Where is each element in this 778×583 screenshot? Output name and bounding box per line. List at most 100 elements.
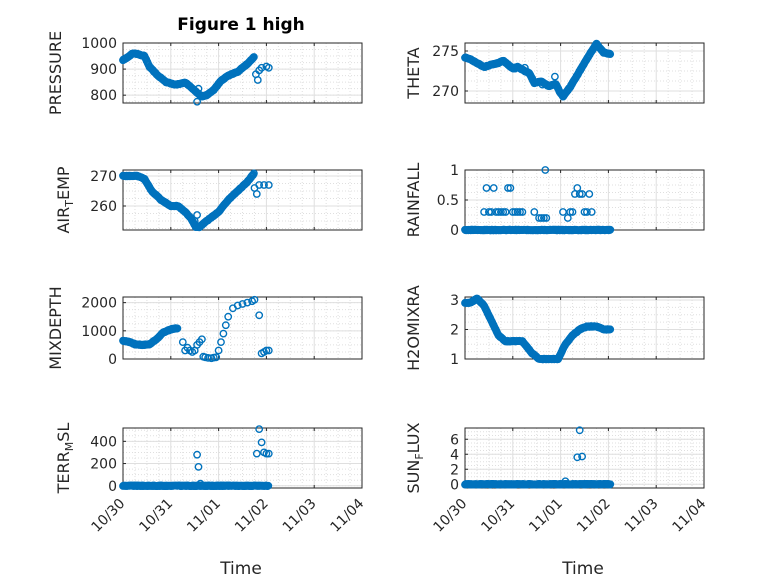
figure-title: Figure 1 high bbox=[177, 15, 305, 35]
data-point bbox=[535, 214, 543, 222]
y-tick-label: 200 bbox=[90, 457, 117, 473]
data-point bbox=[530, 208, 539, 216]
subplot-pressure: 800 900 1000 PRESSURE bbox=[46, 31, 363, 115]
y-tick-label: 1000 bbox=[81, 324, 117, 340]
data-point bbox=[540, 214, 548, 222]
y-tick-label: 1000 bbox=[81, 36, 117, 52]
axes-box bbox=[122, 169, 363, 231]
subplot-rainfall: 0 0.5 1 RAINFALL bbox=[404, 163, 705, 239]
x-tick-label: 11/02 bbox=[574, 496, 614, 536]
y-tick-label: 2000 bbox=[81, 296, 117, 312]
y-axis-label: THETA bbox=[404, 47, 423, 99]
data-markers bbox=[461, 166, 615, 235]
x-tick-label: 10/31 bbox=[478, 496, 518, 536]
y-tick-label: 0 bbox=[108, 479, 117, 495]
data-point bbox=[492, 208, 500, 216]
data-point bbox=[221, 321, 230, 330]
y-tick-label: 0 bbox=[450, 477, 459, 493]
data-point bbox=[252, 190, 261, 198]
data-point bbox=[489, 184, 498, 192]
data-point bbox=[551, 72, 559, 81]
x-tick-label: 11/04 bbox=[328, 496, 368, 536]
subplot-theta: 270 275 THETA bbox=[404, 39, 705, 104]
y-axis-label: TERRMSL bbox=[54, 423, 76, 495]
data-point bbox=[568, 208, 577, 216]
data-point bbox=[523, 67, 531, 76]
data-point bbox=[178, 338, 187, 346]
data-point bbox=[255, 311, 264, 320]
minor-grid bbox=[123, 297, 362, 360]
data-point bbox=[264, 481, 273, 490]
y-tick-label: 1 bbox=[450, 163, 459, 179]
data-point bbox=[501, 208, 510, 216]
y-tick-label: 270 bbox=[432, 84, 459, 100]
y-tick-label: 3 bbox=[450, 293, 459, 309]
subplot-h2omixra: 1 2 3 H2OMIXRA bbox=[404, 285, 705, 371]
data-point bbox=[264, 346, 273, 355]
axes-box bbox=[464, 42, 705, 104]
x-tick-label: 11/03 bbox=[622, 496, 662, 536]
minor-grid bbox=[123, 428, 362, 488]
data-point bbox=[580, 208, 589, 216]
data-point bbox=[578, 452, 586, 461]
data-point bbox=[606, 225, 615, 234]
x-tick-label: 11/04 bbox=[670, 496, 710, 536]
data-point bbox=[566, 208, 575, 216]
y-tick-label: 2 bbox=[450, 322, 459, 338]
x-tick-label: 11/01 bbox=[184, 496, 224, 536]
data-point bbox=[516, 208, 524, 216]
data-point bbox=[257, 438, 266, 447]
subplot-mixdepth: 0 1000 2000 MIXDEPTH bbox=[46, 286, 363, 370]
data-point bbox=[219, 329, 228, 338]
data-point bbox=[193, 97, 202, 106]
data-point bbox=[496, 208, 505, 216]
data-point bbox=[480, 208, 488, 216]
y-axis-label: AIRTEMP bbox=[54, 166, 76, 233]
data-point bbox=[257, 63, 266, 72]
data-point bbox=[264, 63, 273, 72]
y-axis-label: SUNFLUX bbox=[404, 422, 426, 493]
data-point bbox=[575, 426, 584, 435]
subplot-air: 260 270 AIRTEMP bbox=[54, 166, 363, 234]
x-tick-label: 10/30 bbox=[431, 496, 471, 536]
x-tick-label: 11/01 bbox=[526, 496, 566, 536]
y-tick-label: 275 bbox=[432, 44, 459, 60]
data-point bbox=[506, 184, 515, 192]
data-point bbox=[561, 477, 570, 486]
data-markers bbox=[119, 169, 273, 232]
y-tick-label: 0 bbox=[108, 352, 117, 368]
data-point bbox=[518, 208, 527, 216]
data-point bbox=[214, 346, 223, 355]
data-point bbox=[606, 50, 615, 58]
data-markers bbox=[119, 295, 273, 363]
data-markers bbox=[119, 425, 273, 490]
axes-box bbox=[464, 296, 705, 360]
data-markers bbox=[461, 426, 615, 489]
y-axis-label: RAINFALL bbox=[404, 163, 423, 238]
y-tick-label: 0.5 bbox=[437, 193, 459, 209]
data-point bbox=[212, 353, 221, 362]
data-point bbox=[197, 335, 206, 344]
data-point bbox=[585, 190, 594, 198]
data-point bbox=[499, 208, 508, 216]
y-axis-label: H2OMIXRA bbox=[404, 285, 423, 371]
subplot-terr: 0 200 400 10/30 10/31 11/01 11/02 11/03 11/04 TER… bbox=[54, 423, 367, 536]
data-point bbox=[194, 462, 203, 471]
data-point bbox=[196, 479, 205, 488]
data-point bbox=[243, 298, 252, 307]
data-point bbox=[508, 208, 517, 216]
data-point bbox=[513, 208, 522, 216]
data-point bbox=[194, 84, 203, 93]
data-point bbox=[482, 184, 491, 192]
data-point bbox=[255, 181, 264, 189]
data-point bbox=[224, 312, 233, 321]
minor-grid bbox=[465, 43, 704, 103]
x-tick-label: 10/30 bbox=[89, 496, 129, 536]
x-axis-label-left: Time bbox=[219, 559, 262, 579]
data-point bbox=[217, 338, 225, 346]
data-markers bbox=[461, 39, 615, 101]
data-point bbox=[193, 450, 202, 459]
